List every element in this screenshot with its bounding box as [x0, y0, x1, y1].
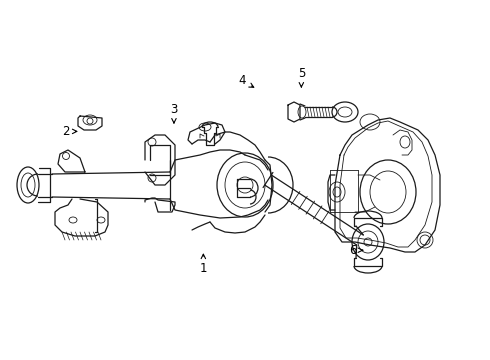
Text: 2: 2 — [62, 125, 77, 138]
Text: 6: 6 — [349, 244, 363, 257]
Text: 3: 3 — [170, 103, 178, 123]
Text: 5: 5 — [297, 67, 305, 87]
Text: 4: 4 — [239, 75, 254, 87]
Text: 1: 1 — [199, 254, 207, 275]
